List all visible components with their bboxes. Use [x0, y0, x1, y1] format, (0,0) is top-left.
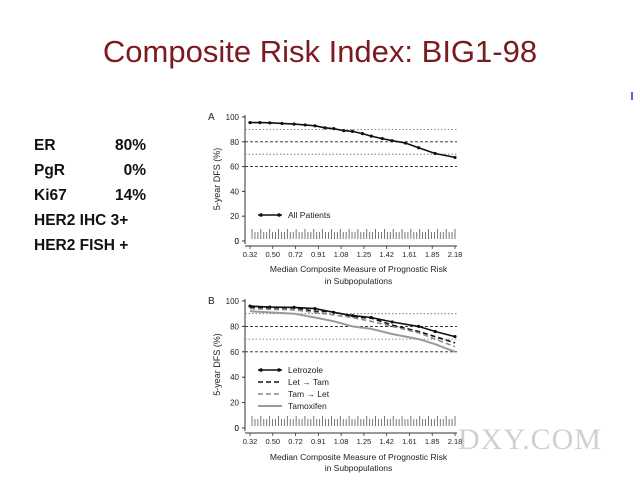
data-point — [258, 120, 262, 125]
x-tick-label: 1.42 — [379, 437, 394, 446]
data-point — [417, 324, 421, 328]
data-point — [369, 134, 373, 138]
legend-label: Let → Tam — [288, 377, 329, 387]
data-point — [433, 329, 437, 334]
legend-marker — [259, 213, 263, 217]
data-point — [342, 129, 346, 133]
y-axis-label: 5-year DFS (%) — [212, 148, 222, 211]
x-tick-label: 0.91 — [311, 437, 326, 446]
y-tick-label: 0 — [235, 237, 240, 246]
series-line-let-tam — [249, 306, 456, 344]
x-tick-label: 2.18 — [448, 437, 463, 446]
y-tick-label: 40 — [230, 373, 239, 382]
stat-label: ER — [34, 137, 56, 154]
x-tick-label: 1.61 — [402, 250, 417, 259]
series-line-tam-let — [249, 307, 456, 348]
data-point — [380, 136, 384, 141]
legend-label: All Patients — [288, 210, 331, 220]
x-tick-label: 1.85 — [425, 437, 440, 446]
x-axis-label: in Subpopulations — [325, 463, 393, 473]
x-tick-label: 0.72 — [288, 437, 303, 446]
x-tick-label: 0.32 — [243, 437, 258, 446]
y-tick-label: 0 — [235, 237, 240, 246]
x-tick-label: 1.85 — [425, 250, 440, 259]
data-point — [332, 127, 336, 131]
series-line-letrozole — [249, 305, 456, 338]
stat-row-pgr: PgR 0% — [34, 158, 146, 183]
data-point — [313, 124, 317, 128]
data-point — [390, 139, 394, 143]
legend-marker — [277, 368, 281, 372]
stat-row-ki67: Ki67 14% — [34, 183, 146, 208]
x-tick-label: 0.50 — [265, 437, 280, 446]
y-tick-label: 60 — [230, 163, 239, 172]
data-point — [248, 120, 252, 125]
data-point — [453, 334, 457, 339]
legend-label: Tamoxifen — [288, 401, 327, 411]
slide-title: Composite Risk Index: BIG1-98 — [102, 34, 538, 69]
data-point — [360, 132, 365, 136]
data-point — [292, 122, 296, 126]
y-tick-label: 0 — [235, 424, 240, 433]
patient-profile: ER 80% PgR 0% Ki67 14% HER2 IHC 3+ HER2 … — [34, 133, 146, 258]
legend-label: Letrozole — [288, 365, 323, 375]
x-tick-label: 0.91 — [311, 250, 326, 259]
x-tick-label: 1.08 — [334, 250, 349, 259]
x-axis-label: Median Composite Measure of Prognostic R… — [270, 452, 448, 462]
x-tick-label: 1.61 — [402, 437, 417, 446]
x-tick-label: 1.25 — [357, 437, 372, 446]
x-tick-label: 0.32 — [243, 250, 258, 259]
stat-value: 0% — [123, 162, 146, 179]
panel-letter: A — [208, 112, 215, 123]
x-tick-label: 0.50 — [265, 250, 280, 259]
y-tick-label: 60 — [230, 348, 239, 357]
watermark: DXY.COM — [458, 423, 602, 456]
x-tick-label: 2.18 — [448, 250, 463, 259]
data-point — [303, 123, 307, 127]
data-point — [390, 320, 394, 324]
y-tick-label: 80 — [230, 322, 239, 331]
series-line-tamoxifen — [249, 310, 456, 353]
data-point — [350, 129, 355, 133]
series-line-all-patients — [250, 121, 456, 159]
edge-marker — [631, 92, 633, 100]
y-tick-label: 20 — [230, 212, 239, 221]
x-tick-label: 0.72 — [288, 250, 303, 259]
y-tick-label: 0 — [235, 424, 240, 433]
legend-marker — [277, 213, 281, 217]
data-point — [403, 141, 408, 145]
data-point — [268, 121, 272, 125]
stat-row-er: ER 80% — [34, 133, 146, 158]
stat-value: 80% — [114, 137, 146, 154]
data-point — [280, 121, 284, 126]
data-point — [433, 151, 437, 156]
data-point — [417, 146, 421, 150]
stat-line-her2-fish: HER2 FISH + — [34, 237, 129, 254]
x-tick-label: 1.42 — [379, 250, 394, 259]
y-tick-label: 100 — [226, 113, 240, 122]
data-point — [453, 155, 457, 160]
x-tick-label: 1.25 — [357, 250, 372, 259]
data-point — [313, 307, 317, 311]
stat-value: 14% — [114, 187, 146, 204]
y-tick-label: 80 — [230, 138, 239, 147]
legend-label: Tam → Let — [288, 389, 330, 399]
data-point — [323, 126, 327, 130]
panel-letter: B — [208, 296, 215, 307]
y-tick-label: 40 — [230, 187, 239, 196]
stat-line-her2-ihc: HER2 IHC 3+ — [34, 212, 129, 229]
y-tick-label: 100 — [226, 297, 240, 306]
x-axis-label: Median Composite Measure of Prognostic R… — [270, 264, 448, 274]
stat-label: Ki67 — [34, 187, 67, 204]
legend-marker — [259, 368, 263, 372]
y-axis-label: 5-year DFS (%) — [212, 333, 222, 396]
x-axis-label: in Subpopulations — [325, 276, 393, 286]
y-tick-label: 20 — [230, 399, 239, 408]
x-tick-label: 1.08 — [334, 437, 349, 446]
stat-label: PgR — [34, 162, 65, 179]
